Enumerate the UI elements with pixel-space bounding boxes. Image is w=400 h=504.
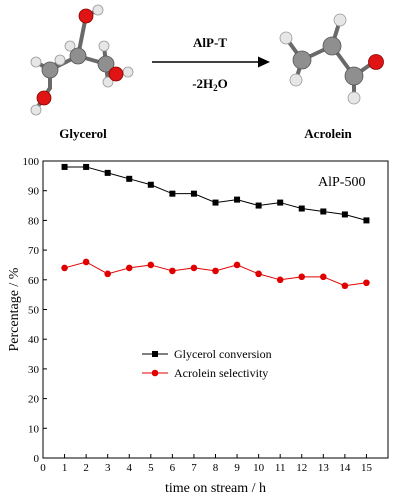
reactant-label: Glycerol <box>59 126 107 141</box>
x-tick-label: 8 <box>213 462 219 474</box>
data-point <box>169 267 176 275</box>
data-point <box>104 270 111 278</box>
data-point <box>255 270 262 278</box>
x-axis-title: time on stream / h <box>165 481 266 496</box>
data-point <box>83 163 90 170</box>
data-point <box>126 175 133 182</box>
data-point <box>277 199 284 206</box>
data-point <box>363 217 370 224</box>
x-tick-label: 12 <box>296 462 307 474</box>
legend-label: Glycerol conversion <box>174 347 272 361</box>
y-tick-label: 70 <box>28 245 40 257</box>
y-tick-label: 30 <box>28 364 40 376</box>
data-point <box>190 264 198 272</box>
data-point <box>276 276 284 284</box>
y-tick-label: 10 <box>28 423 40 435</box>
x-tick-label: 5 <box>148 462 154 474</box>
data-point <box>190 190 197 197</box>
x-tick-label: 13 <box>318 462 330 474</box>
chart-annotation: AlP-500 <box>318 175 365 190</box>
data-point <box>125 264 133 272</box>
data-point <box>298 205 305 212</box>
acrolein-molecule <box>279 13 384 105</box>
data-point <box>234 196 241 203</box>
data-point <box>147 181 154 188</box>
data-point <box>169 190 176 197</box>
data-point <box>82 258 90 266</box>
x-tick-label: 11 <box>275 462 286 474</box>
y-tick-label: 80 <box>28 215 40 227</box>
data-point <box>363 279 370 287</box>
data-point <box>104 169 111 176</box>
catalyst-label: AlP-T <box>193 35 227 50</box>
data-point <box>298 273 306 281</box>
y-tick-label: 40 <box>28 334 40 346</box>
x-tick-label: 6 <box>170 462 176 474</box>
data-point <box>320 273 327 281</box>
conversion-chart: 0 1 2 3 4 5 6 7 8 9 10 11 12 13 14 15010203040506070809… <box>7 156 389 496</box>
data-point <box>341 211 348 218</box>
x-tick-label: 3 <box>105 462 111 474</box>
y-tick-label: 50 <box>28 305 40 317</box>
product-label: Acrolein <box>304 126 352 141</box>
glycerol-molecule <box>30 4 134 116</box>
y-tick-label: 0 <box>34 453 40 465</box>
data-point <box>255 202 262 209</box>
x-tick-label: 2 <box>83 462 89 474</box>
chart-legend: Glycerol conversion Acrolein selectivity <box>142 347 272 380</box>
x-tick-label: 10 <box>253 462 265 474</box>
y-tick-label: 60 <box>28 275 40 287</box>
y-tick-label: 100 <box>23 156 40 168</box>
chart-axes: 0 1 2 3 4 5 6 7 8 9 10 11 12 13 14 15010203040506070809… <box>23 156 389 474</box>
byproduct-label: -2H2O <box>192 76 228 93</box>
x-tick-label: 9 <box>234 462 240 474</box>
legend-label: Acrolein selectivity <box>174 366 268 380</box>
reaction-scheme: Glycerol AlP-T -2H2O Acrolein <box>30 4 384 141</box>
legend-marker <box>152 351 158 357</box>
x-tick-label: 0 <box>40 462 46 474</box>
reaction-arrow <box>152 56 270 68</box>
data-point <box>212 267 219 275</box>
y-axis-title: Percentage / % <box>7 267 22 351</box>
x-tick-label: 15 <box>361 462 373 474</box>
data-point <box>233 261 241 269</box>
x-tick-label: 1 <box>62 462 68 474</box>
data-point <box>320 208 327 215</box>
data-point <box>61 264 68 272</box>
x-tick-label: 4 <box>127 462 133 474</box>
data-point <box>341 282 349 290</box>
series-markers <box>61 163 370 290</box>
y-tick-label: 90 <box>28 186 40 198</box>
data-point <box>212 199 219 206</box>
data-point <box>147 261 155 269</box>
y-tick-label: 20 <box>28 394 40 406</box>
x-tick-label: 7 <box>191 462 197 474</box>
legend-marker <box>151 369 159 377</box>
data-point <box>61 163 68 170</box>
x-tick-label: 14 <box>339 462 351 474</box>
